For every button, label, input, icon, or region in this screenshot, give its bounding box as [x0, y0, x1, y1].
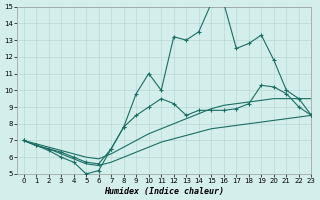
X-axis label: Humidex (Indice chaleur): Humidex (Indice chaleur) [104, 187, 224, 196]
